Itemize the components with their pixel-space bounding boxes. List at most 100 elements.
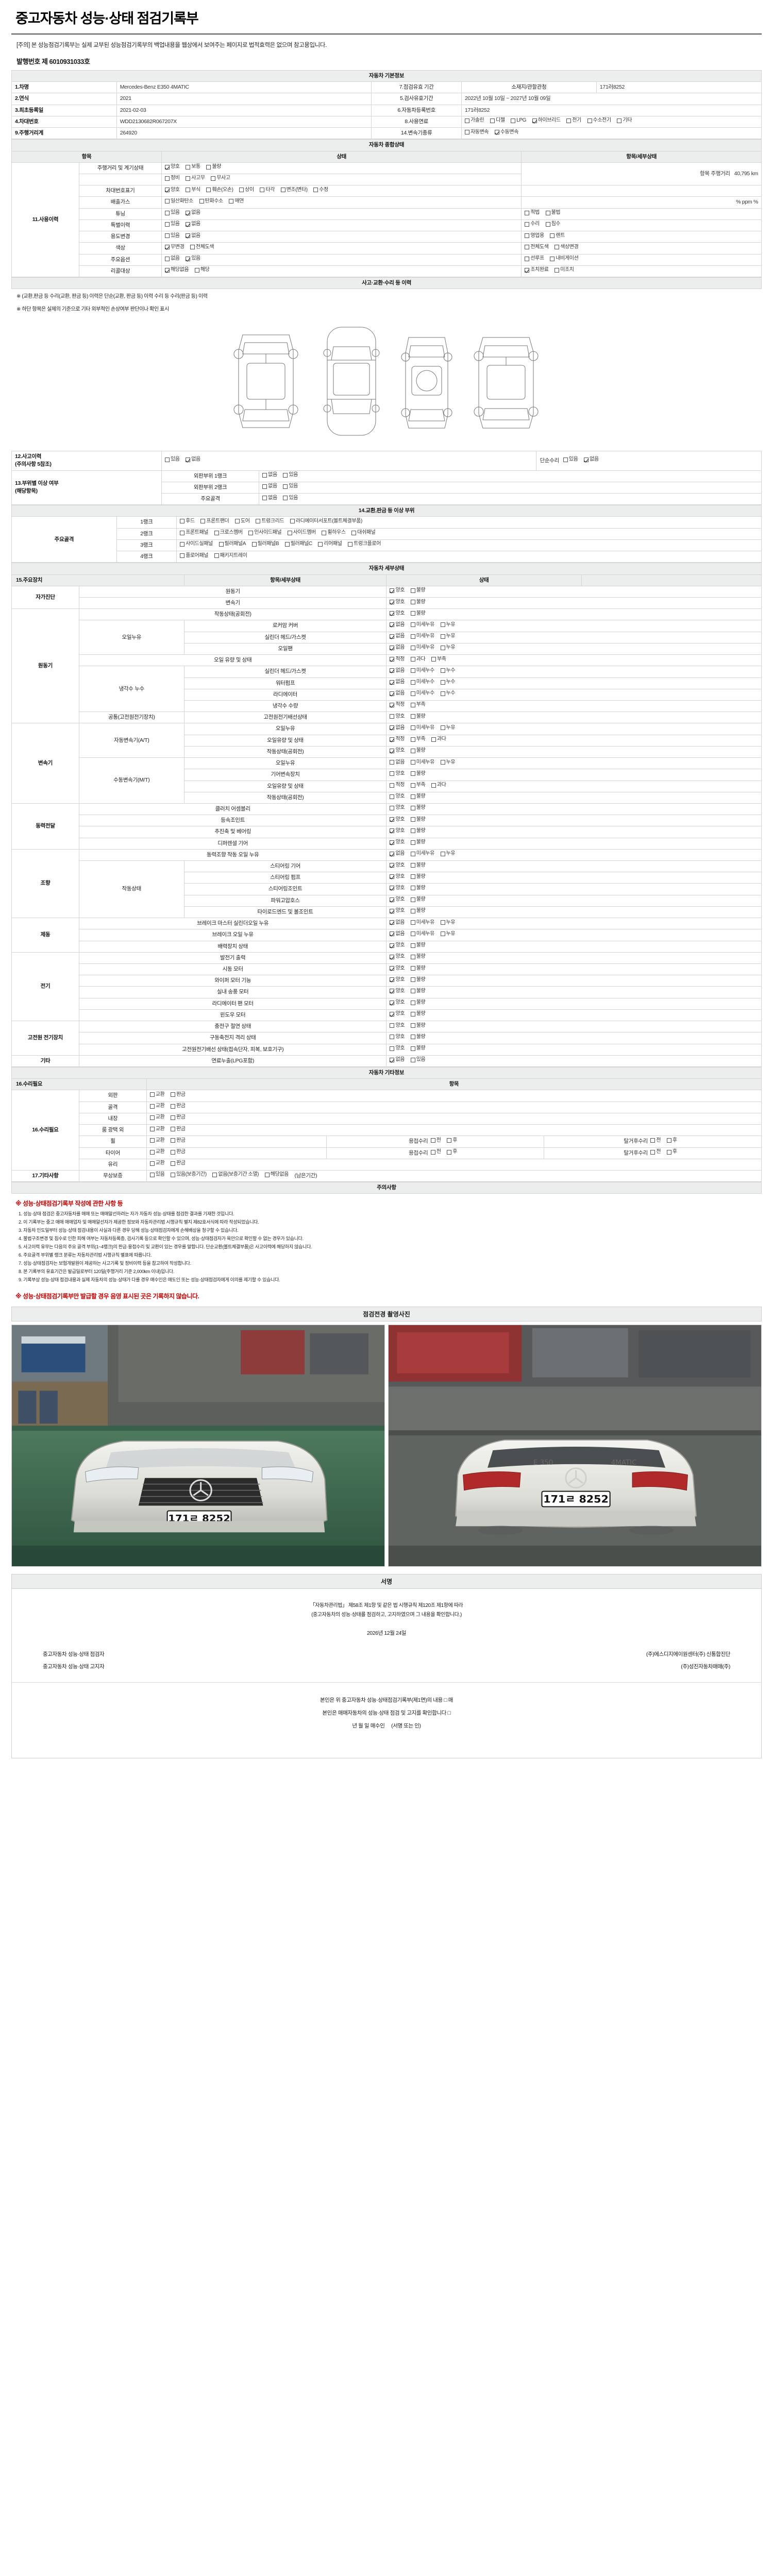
frame-item[interactable]: 트렁크플로어	[348, 541, 381, 547]
state-option[interactable]: 정비	[164, 176, 180, 181]
device-option[interactable]: 누유	[440, 645, 456, 650]
device-option[interactable]: 있음	[410, 1057, 426, 1062]
device-option[interactable]: 없음	[390, 920, 405, 925]
state-option[interactable]: 변조(변타)	[280, 187, 308, 193]
device-option[interactable]: 불량	[410, 943, 426, 948]
repair-option[interactable]: 판금	[171, 1126, 186, 1132]
device-option[interactable]: 누유	[440, 622, 456, 628]
frame-item[interactable]: 필러패널B	[251, 541, 279, 547]
device-option[interactable]: 부족	[410, 783, 426, 788]
device-option[interactable]: 적정	[390, 656, 405, 662]
parts-option[interactable]: 없음	[262, 495, 277, 501]
weld-front[interactable]: 전	[430, 1138, 441, 1143]
device-option[interactable]: 양호	[390, 965, 405, 971]
frame-item[interactable]: 대쉬패널	[351, 530, 376, 535]
device-option[interactable]: 누유	[440, 759, 456, 765]
frame-item[interactable]: 리어패널	[318, 541, 342, 547]
frame-item[interactable]: 필러패널A	[219, 541, 246, 547]
recall-done[interactable]: 조치완료	[525, 267, 549, 273]
device-option[interactable]: 양호	[390, 817, 405, 822]
device-option[interactable]: 누수	[440, 668, 456, 673]
repair-option[interactable]: 교환	[149, 1104, 165, 1109]
device-option[interactable]: 누유	[440, 725, 456, 731]
frame-item[interactable]: 프론트팬더	[200, 518, 229, 524]
state-option[interactable]: 훼손(오손)	[206, 187, 233, 193]
device-option[interactable]: 미세누유	[410, 622, 434, 628]
device-option[interactable]: 양호	[390, 714, 405, 719]
detach-front[interactable]: 전	[650, 1138, 661, 1143]
fuel-option-hydrogen[interactable]: 수소전기	[587, 118, 611, 123]
device-option[interactable]: 불량	[410, 1034, 426, 1040]
state-option[interactable]: 있음	[164, 222, 180, 227]
state-option[interactable]: 수정	[313, 187, 328, 193]
device-option[interactable]: 양호	[390, 1000, 405, 1005]
device-option[interactable]: 불량	[410, 965, 426, 971]
frame-item[interactable]: 후드	[180, 518, 195, 524]
device-option[interactable]: 없음	[390, 759, 405, 765]
simple-repair-no[interactable]: 없음	[584, 457, 599, 462]
device-option[interactable]: 적정	[390, 783, 405, 788]
device-option[interactable]: 양호	[390, 988, 405, 994]
option-navigation[interactable]: 내비게이션	[550, 256, 579, 261]
device-option[interactable]: 불량	[410, 714, 426, 719]
device-option[interactable]: 누수	[440, 691, 456, 696]
device-option[interactable]: 미세누유	[410, 920, 434, 925]
device-option[interactable]: 미세누유	[410, 931, 434, 937]
device-option[interactable]: 불량	[410, 954, 426, 959]
device-option[interactable]: 양호	[390, 954, 405, 959]
state-option[interactable]: 사고무	[186, 176, 205, 181]
repair-option[interactable]: 판금	[171, 1115, 186, 1120]
detach-front-2[interactable]: 전	[650, 1149, 661, 1155]
device-option[interactable]: 부족	[410, 702, 426, 707]
device-option[interactable]: 양호	[390, 588, 405, 593]
frame-item[interactable]: 사이드멤버	[287, 530, 316, 535]
repair-option[interactable]: 판금	[171, 1138, 186, 1143]
state-option[interactable]: 있음	[164, 210, 180, 215]
device-option[interactable]: 불량	[410, 805, 426, 810]
repair-option[interactable]: 교환	[149, 1126, 165, 1132]
device-option[interactable]: 누유	[440, 931, 456, 937]
state-option[interactable]: 전체도색	[190, 244, 214, 250]
fuel-option-gasoline[interactable]: 가솔린	[464, 118, 484, 123]
color-full[interactable]: 전체도색	[525, 244, 549, 250]
device-option[interactable]: 불량	[410, 977, 426, 982]
accident-yes[interactable]: 있음	[165, 457, 180, 462]
usage-business[interactable]: 영업용	[525, 233, 544, 239]
device-option[interactable]: 양호	[390, 748, 405, 753]
usage-rent[interactable]: 렌트	[550, 233, 565, 239]
state-option[interactable]: 타각	[260, 187, 275, 193]
device-option[interactable]: 미세누유	[410, 645, 434, 650]
special-flood[interactable]: 침수	[545, 222, 561, 227]
repair-option[interactable]: 교환	[149, 1161, 165, 1166]
weld-front-2[interactable]: 전	[430, 1149, 441, 1155]
frame-item[interactable]: 플로어패널	[180, 553, 208, 558]
tuning-legal[interactable]: 적법	[525, 210, 540, 215]
fuel-option-electric[interactable]: 전기	[566, 118, 581, 123]
device-option[interactable]: 불량	[410, 1000, 426, 1005]
device-option[interactable]: 양호	[390, 862, 405, 868]
state-option[interactable]: 해당없음	[164, 267, 189, 273]
device-option[interactable]: 양호	[390, 840, 405, 845]
frame-item[interactable]: 휠하우스	[322, 530, 346, 535]
simple-repair-yes[interactable]: 있음	[563, 457, 578, 462]
state-option[interactable]: 없음	[186, 210, 200, 215]
device-option[interactable]: 양호	[390, 1034, 405, 1040]
accident-no[interactable]: 없음	[186, 457, 200, 462]
device-option[interactable]: 불량	[410, 874, 426, 879]
device-option[interactable]: 누수	[440, 680, 456, 685]
device-option[interactable]: 양호	[390, 1023, 405, 1028]
device-option[interactable]: 누유	[440, 634, 456, 639]
warranty-option-0[interactable]: 있음	[149, 1172, 165, 1177]
warranty-option-2[interactable]: 없음(보증기간 소멸)	[212, 1172, 259, 1177]
detach-rear[interactable]: 후	[666, 1138, 677, 1143]
device-option[interactable]: 양호	[390, 977, 405, 982]
device-option[interactable]: 양호	[390, 611, 405, 616]
device-option[interactable]: 없음	[390, 645, 405, 650]
device-option[interactable]: 과다	[431, 737, 446, 742]
state-option[interactable]: 부식	[186, 187, 200, 193]
device-option[interactable]: 양호	[390, 885, 405, 891]
fuel-option-etc[interactable]: 기타	[617, 118, 632, 123]
device-option[interactable]: 미세누유	[410, 759, 434, 765]
device-option[interactable]: 불량	[410, 794, 426, 799]
device-option[interactable]: 불량	[410, 828, 426, 834]
